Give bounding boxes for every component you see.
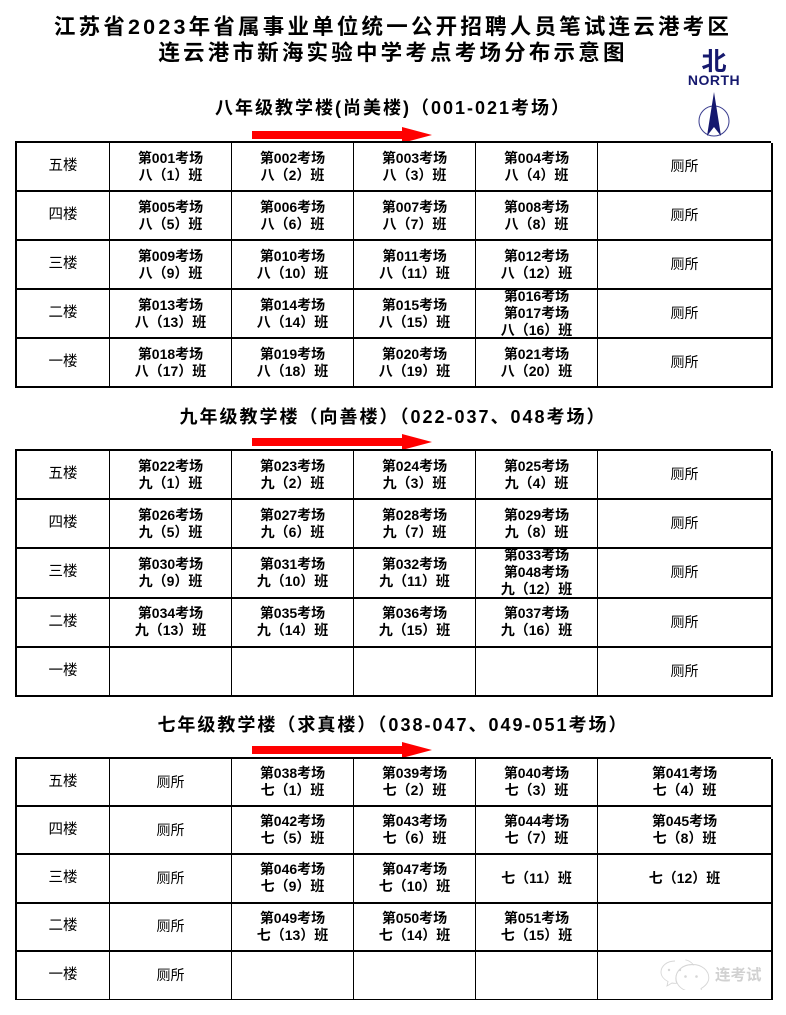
svg-text:连考试: 连考试 bbox=[715, 963, 762, 985]
